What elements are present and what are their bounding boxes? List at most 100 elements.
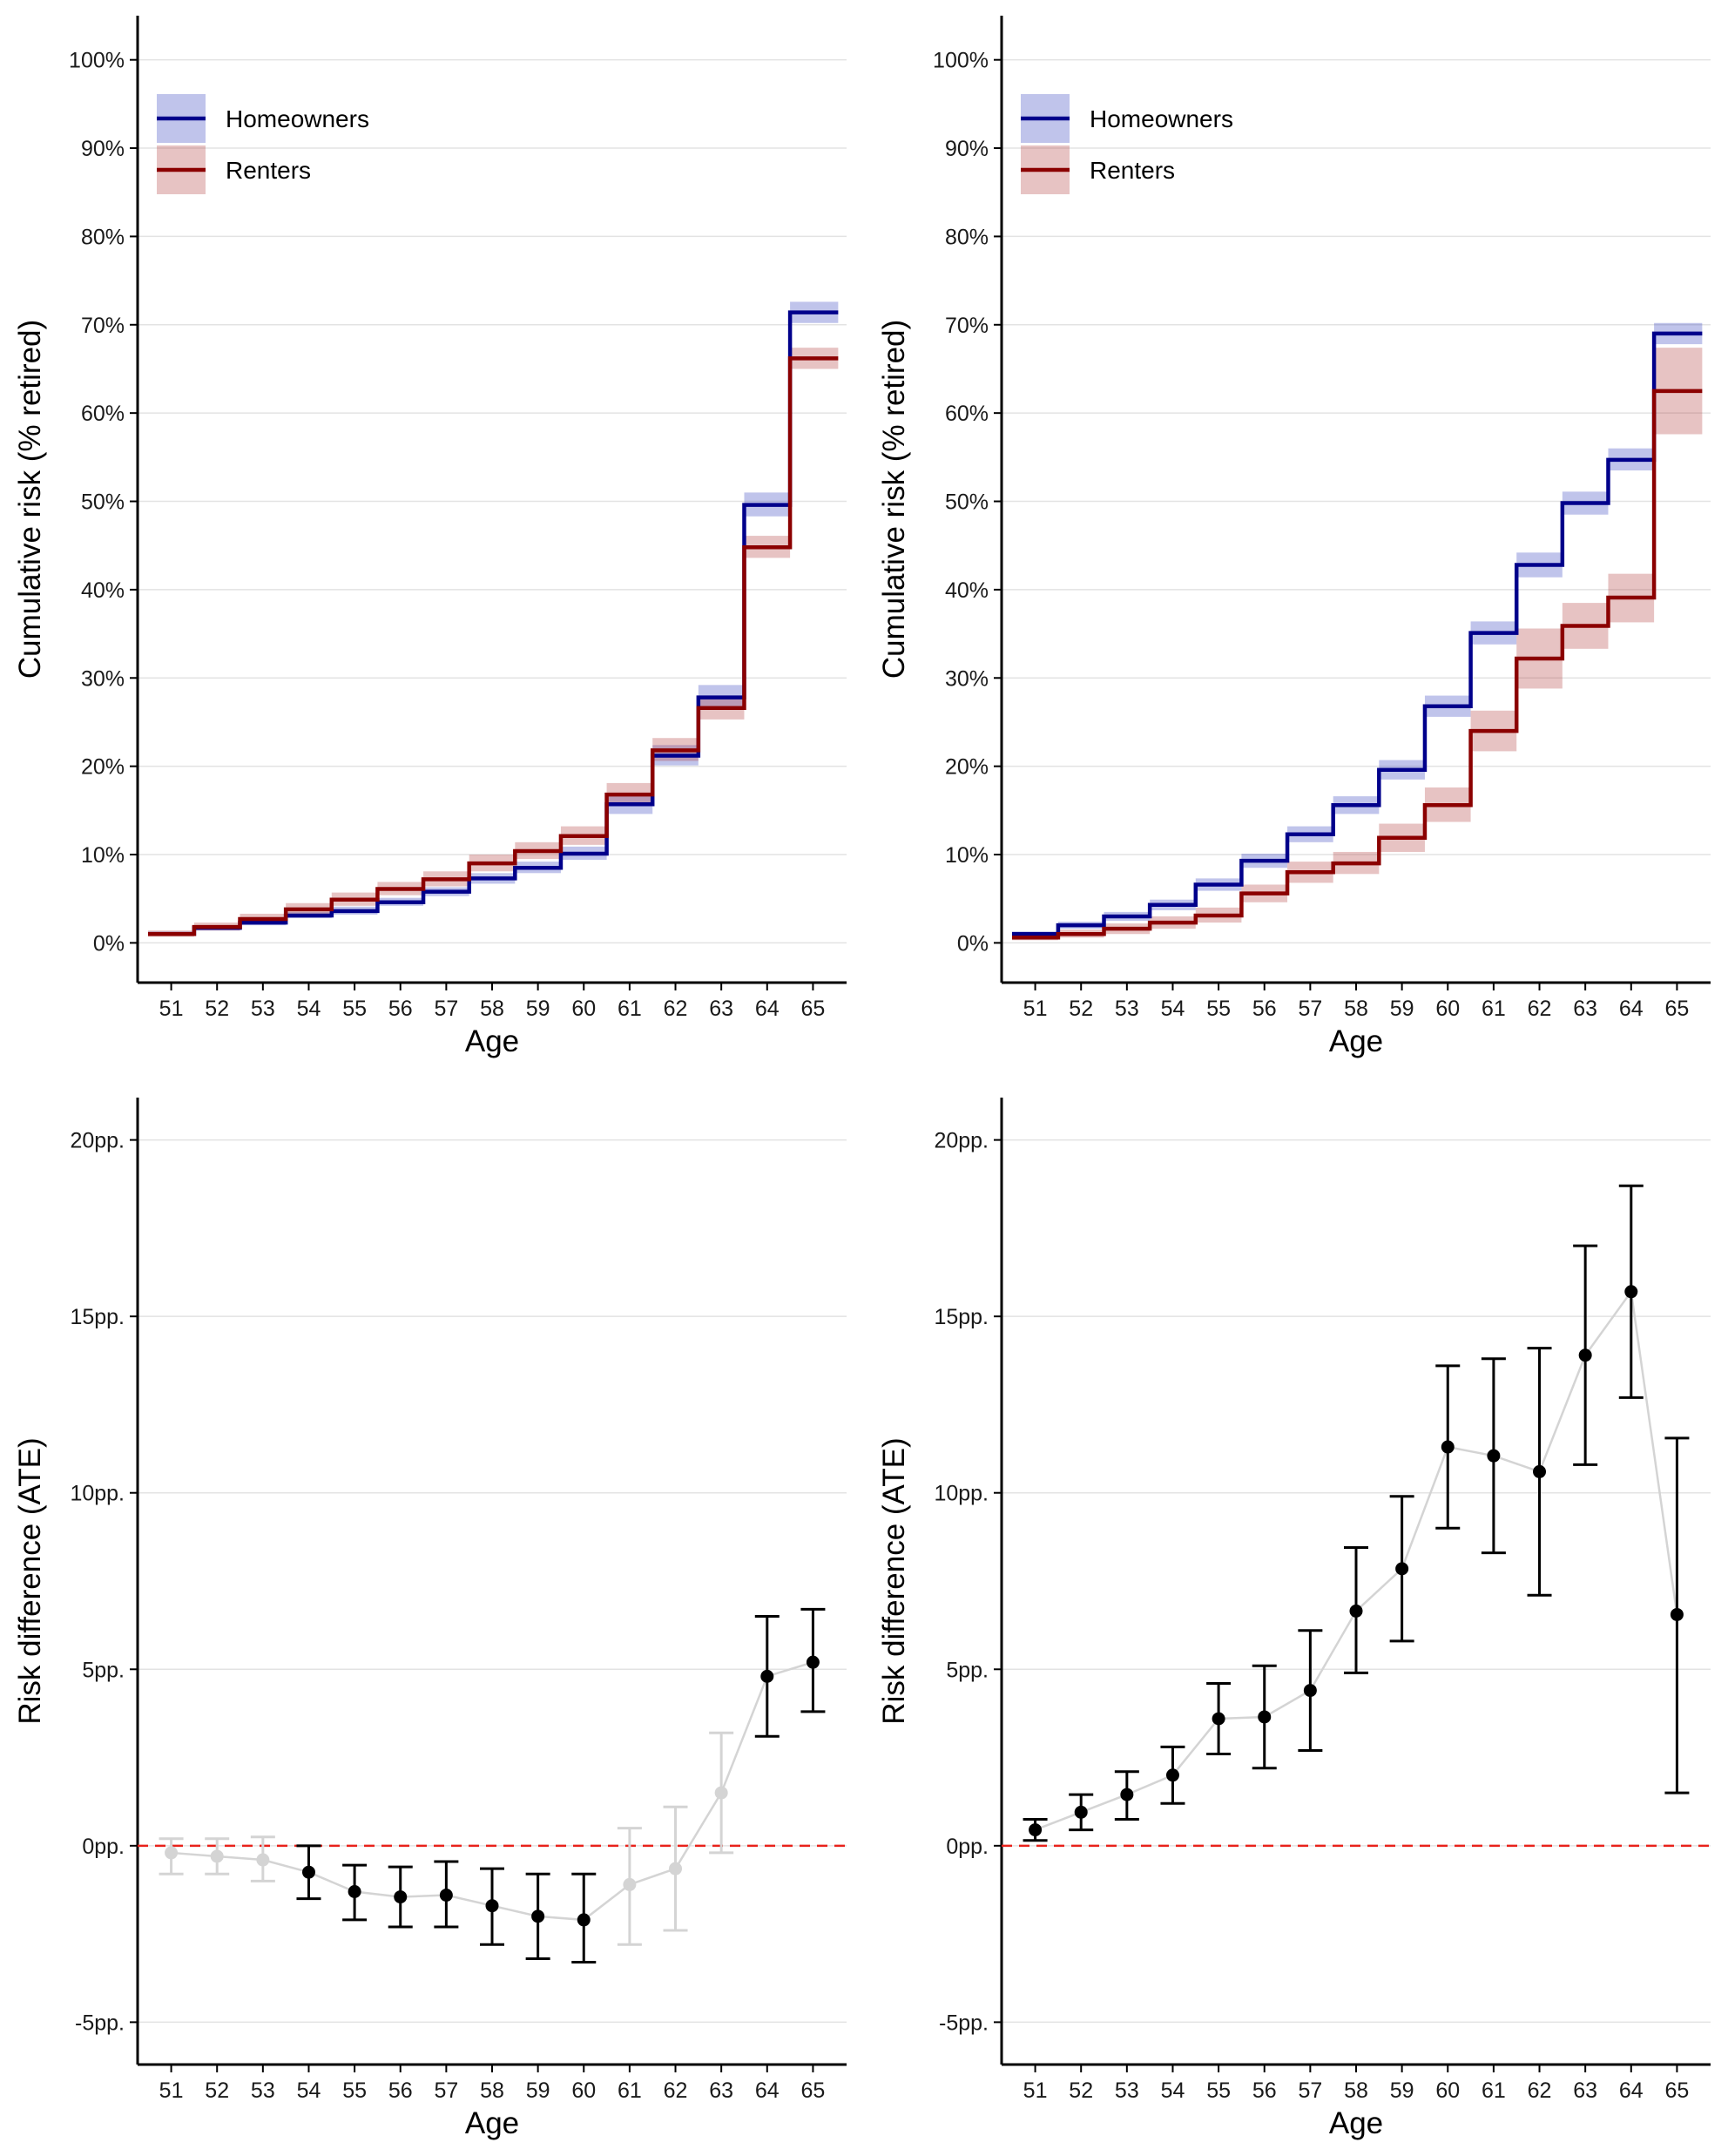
estimate-point-9 bbox=[577, 1913, 591, 1927]
x-tick-label-6: 57 bbox=[1298, 2078, 1322, 2103]
x-tick-label-3: 54 bbox=[1161, 997, 1185, 1021]
x-tick-label-5: 56 bbox=[1252, 2078, 1277, 2103]
legend-label-1: Renters bbox=[226, 157, 311, 184]
y-tick-label-7: 70% bbox=[81, 314, 125, 338]
x-tick-label-2: 53 bbox=[1115, 2078, 1139, 2103]
x-tick-label-9: 60 bbox=[1435, 2078, 1460, 2103]
x-tick-label-12: 63 bbox=[1573, 997, 1597, 1021]
y-tick-label-3: 30% bbox=[81, 666, 125, 691]
y-tick-label-4: 15pp. bbox=[70, 1305, 125, 1329]
x-tick-label-7: 58 bbox=[480, 997, 504, 1021]
estimate-point-10 bbox=[623, 1877, 637, 1891]
estimate-point-8 bbox=[531, 1909, 545, 1923]
cumulative-risk-panel-right: 0% 10% 20% 30% 40% 50% 60% 70% 80% 90% 100% 51 52 53 5… bbox=[877, 16, 1711, 1058]
y-tick-label-4: 40% bbox=[945, 578, 989, 603]
estimate-point-3 bbox=[1165, 1768, 1179, 1782]
risk-difference-panel-left: -5pp. 0pp. 5pp. 10pp. 15pp. 20pp. 51 52 53 54 55 56… bbox=[13, 1098, 847, 2140]
x-tick-label-1: 52 bbox=[205, 2078, 229, 2103]
estimate-point-0 bbox=[165, 1846, 179, 1860]
x-tick-label-14: 65 bbox=[1665, 997, 1690, 1021]
estimate-point-13 bbox=[1624, 1285, 1638, 1299]
x-tick-label-8: 59 bbox=[1390, 997, 1414, 1021]
y-tick-label-2: 5pp. bbox=[946, 1658, 989, 1682]
x-tick-label-12: 63 bbox=[1573, 2078, 1597, 2103]
x-tick-label-5: 56 bbox=[388, 997, 413, 1021]
series-line-homeowners bbox=[148, 310, 839, 936]
x-tick-label-6: 57 bbox=[434, 997, 458, 1021]
x-tick-label-8: 59 bbox=[526, 997, 550, 1021]
estimate-point-6 bbox=[1303, 1684, 1317, 1698]
x-tick-label-4: 55 bbox=[342, 2078, 367, 2103]
y-tick-label-9: 90% bbox=[81, 137, 125, 161]
x-tick-label-2: 53 bbox=[251, 997, 275, 1021]
x-tick-label-14: 65 bbox=[1665, 2078, 1690, 2103]
x-tick-label-7: 58 bbox=[480, 2078, 504, 2103]
x-tick-label-11: 62 bbox=[1528, 997, 1552, 1021]
y-axis-title: Cumulative risk (% retired) bbox=[13, 320, 47, 679]
y-tick-label-6: 60% bbox=[945, 402, 989, 426]
x-tick-label-4: 55 bbox=[342, 997, 367, 1021]
x-tick-label-12: 63 bbox=[709, 997, 733, 1021]
x-tick-label-4: 55 bbox=[1206, 997, 1231, 1021]
x-axis-title: Age bbox=[465, 2106, 519, 2140]
estimate-point-9 bbox=[1441, 1440, 1455, 1454]
y-tick-label-2: 5pp. bbox=[82, 1658, 125, 1682]
estimate-point-1 bbox=[210, 1849, 224, 1863]
x-tick-label-6: 57 bbox=[1298, 997, 1322, 1021]
estimate-point-12 bbox=[714, 1786, 728, 1800]
x-tick-label-3: 54 bbox=[1161, 2078, 1185, 2103]
y-axis-title: Risk difference (ATE) bbox=[13, 1437, 47, 1724]
x-tick-label-11: 62 bbox=[1528, 2078, 1552, 2103]
cumulative-risk-panel-left: 0% 10% 20% 30% 40% 50% 60% 70% 80% 90% 100% 51 52 53 5… bbox=[13, 16, 847, 1058]
y-axis-title: Cumulative risk (% retired) bbox=[877, 320, 911, 679]
y-tick-label-5: 20pp. bbox=[934, 1129, 989, 1153]
estimate-point-8 bbox=[1395, 1562, 1409, 1576]
estimate-point-2 bbox=[256, 1853, 270, 1867]
y-tick-label-0: 0% bbox=[957, 931, 989, 956]
x-tick-label-9: 60 bbox=[571, 2078, 596, 2103]
estimate-point-4 bbox=[348, 1884, 361, 1898]
x-tick-label-14: 65 bbox=[801, 997, 826, 1021]
y-tick-label-1: 0pp. bbox=[946, 1835, 989, 1859]
y-tick-label-3: 30% bbox=[945, 666, 989, 691]
y-tick-label-6: 60% bbox=[81, 402, 125, 426]
estimate-point-0 bbox=[1029, 1823, 1043, 1837]
y-tick-label-5: 50% bbox=[81, 490, 125, 515]
y-tick-label-0: 0% bbox=[93, 931, 125, 956]
y-tick-label-10: 100% bbox=[933, 49, 989, 73]
x-tick-label-1: 52 bbox=[1069, 2078, 1093, 2103]
x-tick-label-3: 54 bbox=[297, 997, 321, 1021]
estimate-point-13 bbox=[760, 1669, 774, 1683]
x-tick-label-4: 55 bbox=[1206, 2078, 1231, 2103]
y-tick-label-8: 80% bbox=[945, 225, 989, 249]
x-tick-label-1: 52 bbox=[205, 997, 229, 1021]
y-tick-label-5: 20pp. bbox=[70, 1129, 125, 1153]
x-tick-label-7: 58 bbox=[1344, 2078, 1368, 2103]
x-tick-label-11: 62 bbox=[664, 997, 688, 1021]
estimate-point-11 bbox=[669, 1862, 683, 1876]
x-tick-label-1: 52 bbox=[1069, 997, 1093, 1021]
x-tick-label-0: 51 bbox=[159, 997, 184, 1021]
x-tick-label-2: 53 bbox=[251, 2078, 275, 2103]
y-tick-label-0: -5pp. bbox=[939, 2011, 989, 2035]
series-line-renters bbox=[1012, 389, 1703, 940]
x-tick-label-2: 53 bbox=[1115, 997, 1139, 1021]
y-tick-label-1: 0pp. bbox=[82, 1835, 125, 1859]
estimate-point-1 bbox=[1074, 1805, 1088, 1819]
y-tick-label-4: 40% bbox=[81, 578, 125, 603]
y-tick-label-8: 80% bbox=[81, 225, 125, 249]
y-tick-label-2: 20% bbox=[81, 755, 125, 780]
y-tick-label-3: 10pp. bbox=[934, 1482, 989, 1506]
estimate-point-6 bbox=[439, 1889, 453, 1903]
legend-label-0: Homeowners bbox=[226, 105, 369, 132]
estimate-point-4 bbox=[1212, 1712, 1225, 1726]
x-tick-label-0: 51 bbox=[1023, 997, 1048, 1021]
y-tick-label-1: 10% bbox=[81, 843, 125, 868]
x-tick-label-0: 51 bbox=[1023, 2078, 1048, 2103]
y-tick-label-10: 100% bbox=[69, 49, 125, 73]
estimate-point-5 bbox=[1258, 1710, 1272, 1724]
x-tick-label-0: 51 bbox=[159, 2078, 184, 2103]
x-axis-title: Age bbox=[465, 1024, 519, 1058]
x-tick-label-9: 60 bbox=[571, 997, 596, 1021]
